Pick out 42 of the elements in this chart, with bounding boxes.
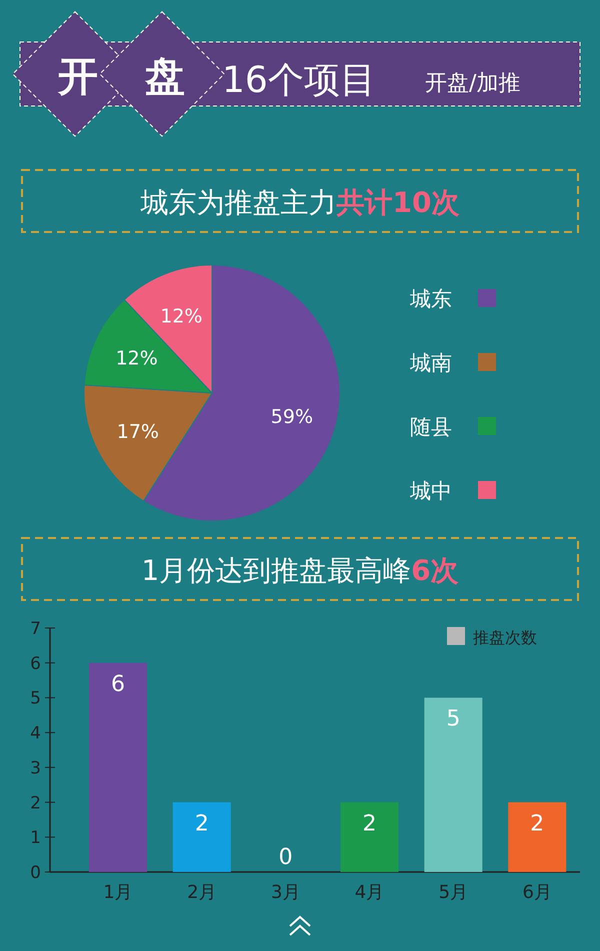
y-tick-label: 1 [30, 828, 41, 848]
legend-label: 城东 [409, 287, 452, 311]
y-tick-label: 0 [30, 863, 41, 883]
bar [424, 698, 482, 872]
data-label: 0 [278, 845, 293, 870]
bar [508, 802, 566, 872]
legend-label: 随县 [410, 415, 452, 439]
x-tick-label: 6月 [522, 882, 552, 903]
data-label: 59% [270, 406, 314, 428]
y-tick-label: 5 [30, 688, 41, 709]
y-tick-label: 4 [30, 724, 41, 744]
text: 开盘/加推 [425, 71, 520, 96]
text: 共计10次 [336, 186, 460, 219]
x-tick-label: 3月 [270, 882, 300, 903]
y-tick-label: 2 [30, 793, 41, 814]
text: 16个项目 [222, 60, 376, 101]
legend-label: 城中 [409, 479, 452, 503]
text: 6次 [411, 554, 460, 587]
text: 盘 [144, 54, 185, 100]
legend-label: 城南 [409, 351, 452, 375]
x-tick-label: 4月 [354, 882, 384, 903]
data-label: 17% [116, 420, 159, 443]
legend: 推盘次数 [447, 627, 537, 647]
x-tick-label: 1月 [103, 882, 133, 903]
y-tick-label: 6 [30, 654, 41, 674]
data-label: 2 [362, 811, 376, 836]
data-label: 6 [111, 672, 125, 697]
y-tick-label: 3 [30, 758, 41, 778]
data-label: 2 [194, 811, 209, 836]
chart-title: 城东为推盘主力 [140, 186, 337, 219]
x-tick-label: 2月 [187, 882, 217, 903]
bar [89, 662, 147, 872]
data-label: 12% [116, 348, 158, 370]
bar [172, 802, 231, 872]
chart-title: 1月份达到推盘最高峰 [141, 554, 412, 587]
bar [340, 802, 398, 872]
x-tick-label: 5月 [438, 882, 468, 903]
data-label: 5 [446, 706, 460, 732]
text: 开 [57, 54, 98, 100]
y-tick-label: 7 [30, 619, 41, 639]
data-label: 2 [530, 811, 544, 836]
data-label: 12% [160, 306, 202, 328]
